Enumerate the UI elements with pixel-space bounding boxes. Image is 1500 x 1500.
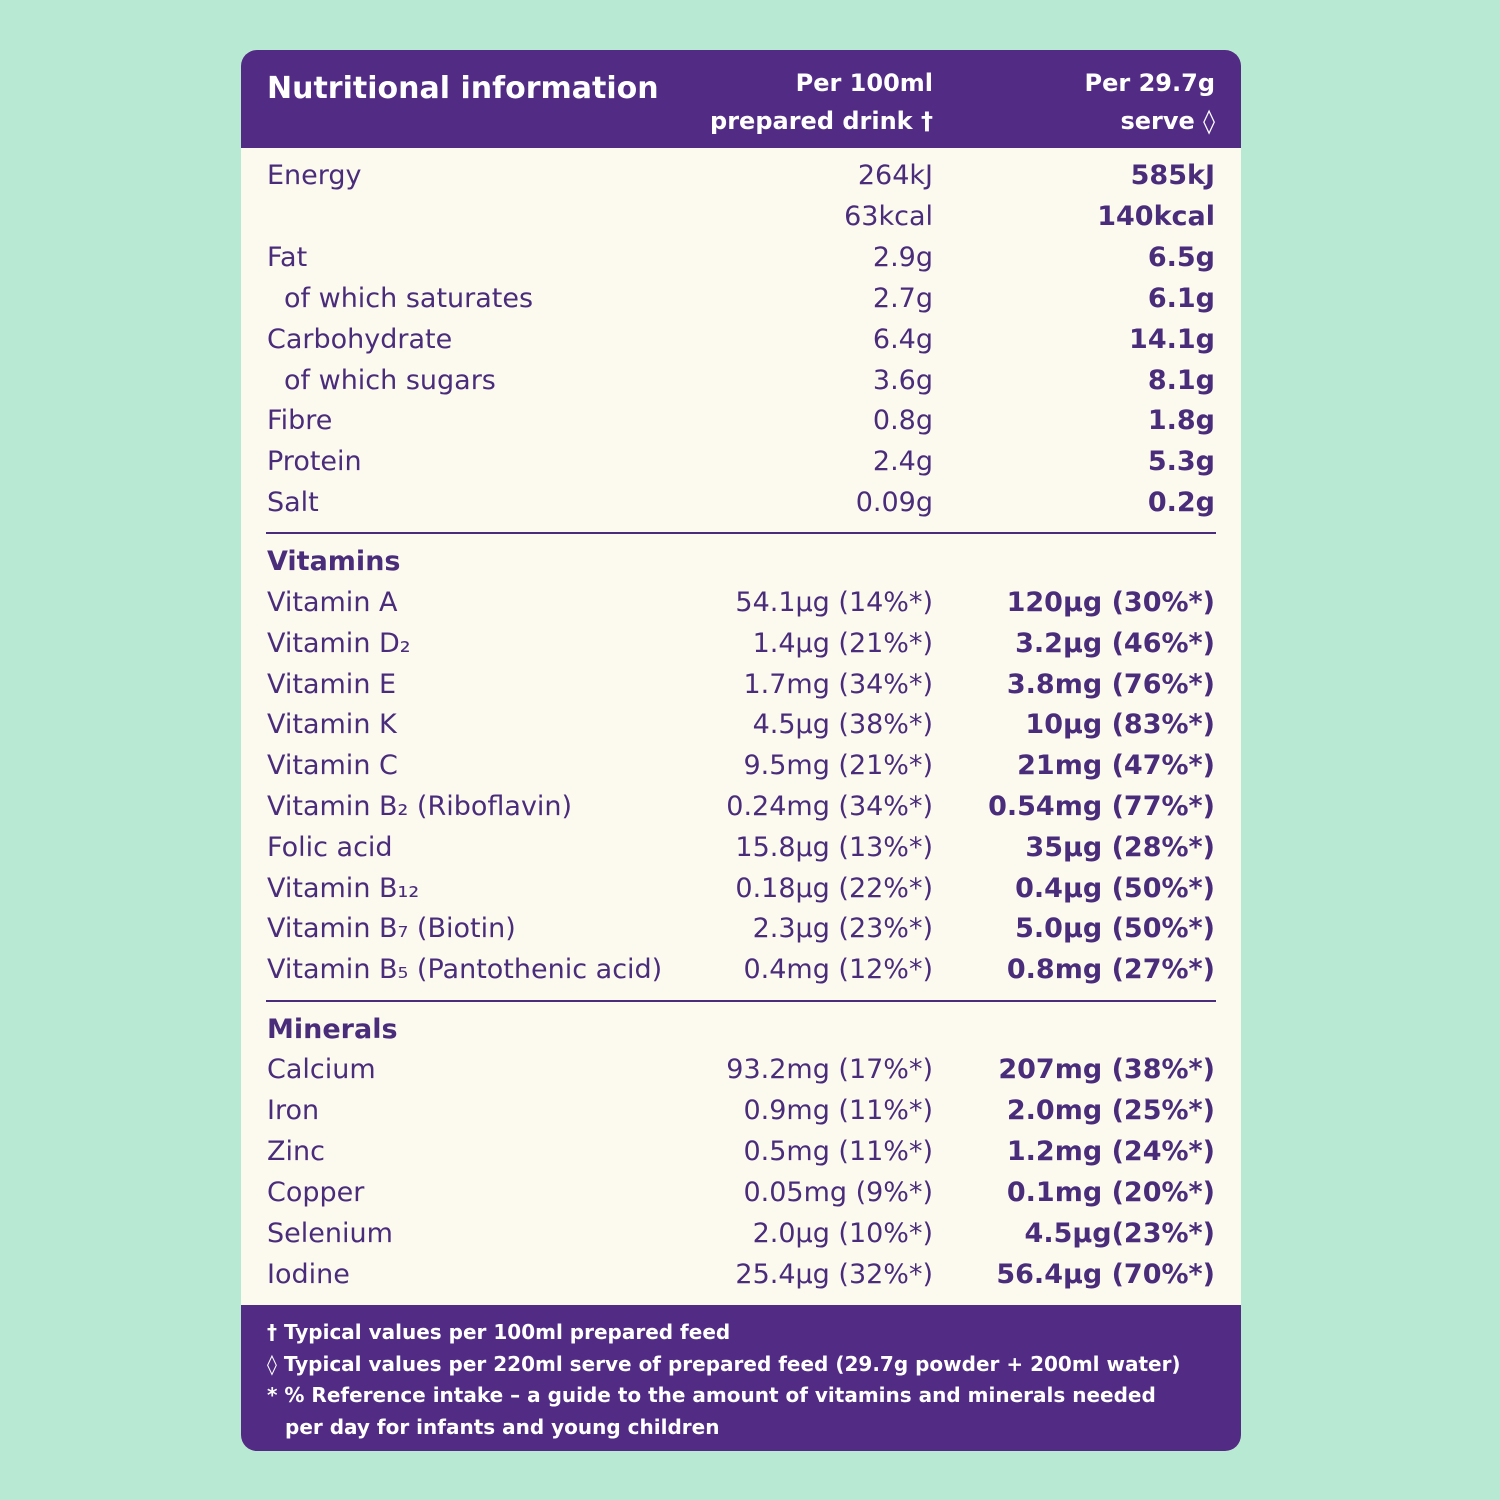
value-per-serve: 35µg (28%*): [1025, 831, 1215, 863]
value-per-serve: 1.2mg (24%*): [1006, 1136, 1215, 1167]
footnote: per day for infants and young children: [285, 1414, 720, 1439]
value-per-100ml: 2.7g: [872, 282, 933, 314]
nutrient-name: Iodine: [267, 1259, 350, 1290]
divider: [266, 532, 1216, 534]
value-per-serve: 6.1g: [1147, 282, 1215, 314]
nutrient-name: Energy: [267, 160, 362, 191]
value-per-100ml: 2.9g: [872, 241, 933, 273]
value-per-serve: 0.2g: [1147, 487, 1215, 519]
value-per-100ml: 264kJ: [857, 160, 933, 191]
value-per-100ml: 1.4µg (21%*): [752, 627, 933, 659]
value-per-serve: 585kJ: [1130, 160, 1215, 191]
value-per-100ml: 2.0µg (10%*): [752, 1218, 933, 1249]
value-per-100ml: 0.5mg (11%*): [743, 1136, 933, 1167]
nutrient-name: Carbohydrate: [267, 323, 453, 355]
value-per-serve: 140kcal: [1097, 200, 1215, 232]
nutrient-name: Fibre: [267, 405, 333, 437]
value-per-serve: 3.2µg (46%*): [1015, 627, 1215, 659]
value-per-100ml: 6.4g: [872, 323, 933, 355]
value-per-100ml: 0.09g: [855, 487, 933, 519]
value-per-100ml: 1.7mg (34%*): [743, 668, 933, 700]
section-title: Vitamins: [267, 546, 401, 577]
nutrient-name: Vitamin B₂ (Riboflavin): [267, 791, 573, 822]
value-per-serve: 6.5g: [1147, 241, 1215, 273]
nutrient-name: Vitamin D₂: [267, 627, 411, 659]
column-heading: Per 100ml: [795, 69, 933, 97]
value-per-100ml: 93.2mg (17%*): [726, 1054, 933, 1085]
value-per-100ml: 0.18µg (22%*): [735, 872, 933, 904]
nutrient-name: Iron: [267, 1095, 320, 1126]
value-per-serve: 10µg (83%*): [1025, 709, 1215, 741]
value-per-serve: 56.4µg (70%*): [996, 1259, 1215, 1290]
value-per-serve: 5.3g: [1147, 446, 1215, 478]
column-heading: serve ◊: [1120, 107, 1215, 135]
nutrient-name: Vitamin A: [267, 587, 398, 618]
nutrient-name: of which saturates: [284, 282, 534, 314]
value-per-100ml: 25.4µg (32%*): [735, 1259, 933, 1290]
nutrient-name: Selenium: [267, 1218, 393, 1249]
nutrient-name: Vitamin B₅ (Pantothenic acid): [267, 954, 663, 986]
value-per-serve: 4.5µg(23%*): [1024, 1218, 1215, 1249]
nutrient-name: Fat: [267, 241, 308, 273]
value-per-serve: 3.8mg (76%*): [1006, 668, 1215, 700]
value-per-100ml: 2.3µg (23%*): [752, 913, 933, 945]
nutrient-name: Vitamin K: [267, 709, 397, 741]
value-per-100ml: 3.6g: [872, 364, 933, 396]
nutrient-name: Calcium: [267, 1054, 376, 1085]
value-per-100ml: 0.8g: [872, 405, 933, 437]
footnotes: † Typical values per 100ml prepared feed…: [241, 1305, 1241, 1451]
column-heading: prepared drink †: [710, 107, 933, 135]
value-per-100ml: 0.4mg (12%*): [743, 954, 933, 986]
value-per-100ml: 54.1µg (14%*): [735, 587, 933, 618]
section-title: Minerals: [267, 1014, 398, 1045]
value-per-serve: 0.54mg (77%*): [988, 791, 1215, 822]
nutrient-name: Protein: [267, 446, 362, 478]
value-per-serve: 14.1g: [1129, 323, 1215, 355]
value-per-100ml: 63kcal: [844, 200, 933, 232]
header-title: Nutritional information: [267, 71, 659, 106]
value-per-serve: 8.1g: [1147, 364, 1215, 396]
nutrient-name: Vitamin E: [267, 668, 397, 700]
column-heading: Per 29.7g: [1084, 69, 1215, 97]
value-per-serve: 0.8mg (27%*): [1006, 954, 1215, 986]
value-per-serve: 1.8g: [1147, 405, 1215, 437]
footnote: * % Reference intake – a guide to the am…: [267, 1383, 1156, 1407]
nutrient-name: Copper: [267, 1177, 365, 1208]
footnote: † Typical values per 100ml prepared feed: [267, 1320, 731, 1344]
value-per-100ml: 9.5mg (21%*): [743, 750, 933, 782]
nutrient-name: Vitamin B₁₂: [267, 872, 420, 904]
value-per-serve: 207mg (38%*): [998, 1054, 1215, 1085]
value-per-100ml: 4.5µg (38%*): [752, 709, 933, 741]
value-per-100ml: 2.4g: [872, 446, 933, 478]
value-per-100ml: 0.05mg (9%*): [743, 1177, 933, 1208]
nutrient-name: Zinc: [267, 1136, 325, 1167]
value-per-100ml: 15.8µg (13%*): [735, 831, 933, 863]
divider: [266, 1000, 1216, 1002]
nutrition-card: Nutritional information Per 100ml prepared…: [241, 50, 1241, 1451]
nutrient-name: of which sugars: [284, 364, 496, 396]
nutrient-name: Vitamin C: [267, 750, 398, 782]
value-per-100ml: 0.24mg (34%*): [726, 791, 933, 822]
value-per-serve: 0.1mg (20%*): [1006, 1177, 1215, 1208]
value-per-serve: 5.0µg (50%*): [1015, 913, 1215, 945]
footnote: ◊ Typical values per 220ml serve of prep…: [267, 1351, 1181, 1376]
value-per-serve: 120µg (30%*): [1006, 587, 1215, 618]
value-per-serve: 21mg (47%*): [1017, 750, 1215, 782]
table-header: Nutritional information Per 100ml prepared…: [241, 50, 1241, 148]
nutrient-name: Folic acid: [267, 831, 393, 863]
value-per-serve: 2.0mg (25%*): [1006, 1095, 1215, 1126]
value-per-100ml: 0.9mg (11%*): [743, 1095, 933, 1126]
value-per-serve: 0.4µg (50%*): [1015, 872, 1215, 904]
nutrient-name: Salt: [267, 487, 319, 519]
nutrient-name: Vitamin B₇ (Biotin): [267, 913, 516, 945]
